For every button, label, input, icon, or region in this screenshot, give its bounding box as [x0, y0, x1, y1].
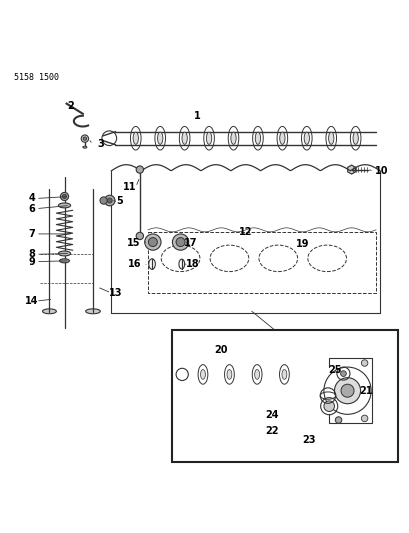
- Circle shape: [100, 197, 107, 204]
- Text: 8: 8: [28, 249, 35, 259]
- Text: 9: 9: [29, 256, 35, 266]
- Text: 16: 16: [128, 260, 142, 270]
- Circle shape: [83, 137, 86, 140]
- Text: 12: 12: [238, 227, 252, 237]
- Circle shape: [323, 401, 334, 411]
- Circle shape: [172, 234, 188, 250]
- Circle shape: [340, 371, 346, 376]
- Ellipse shape: [230, 132, 236, 144]
- Circle shape: [360, 415, 367, 422]
- Circle shape: [360, 360, 367, 366]
- Circle shape: [335, 417, 341, 423]
- Text: 15: 15: [127, 238, 140, 248]
- Polygon shape: [347, 165, 355, 174]
- Ellipse shape: [83, 146, 87, 148]
- Circle shape: [62, 195, 66, 198]
- Text: 17: 17: [184, 238, 197, 248]
- Text: 1: 1: [193, 111, 200, 121]
- Text: 6: 6: [29, 204, 35, 214]
- Circle shape: [148, 238, 157, 247]
- Text: 4: 4: [29, 193, 35, 204]
- Ellipse shape: [254, 369, 259, 379]
- Circle shape: [60, 192, 68, 200]
- Ellipse shape: [281, 369, 286, 379]
- Text: 13: 13: [108, 288, 122, 298]
- Ellipse shape: [58, 251, 70, 256]
- Ellipse shape: [133, 132, 138, 144]
- Text: 23: 23: [301, 434, 315, 445]
- Circle shape: [136, 232, 143, 240]
- Ellipse shape: [328, 132, 333, 144]
- Text: 10: 10: [375, 166, 388, 176]
- Text: 20: 20: [214, 345, 227, 355]
- Ellipse shape: [43, 309, 56, 314]
- Text: 25: 25: [328, 365, 341, 375]
- Text: 14: 14: [25, 296, 38, 306]
- Circle shape: [340, 384, 353, 397]
- Ellipse shape: [227, 369, 231, 379]
- Circle shape: [136, 166, 143, 173]
- Text: 19: 19: [295, 239, 309, 249]
- Ellipse shape: [352, 132, 357, 144]
- Text: 22: 22: [265, 426, 278, 437]
- Text: 3: 3: [97, 139, 104, 149]
- Text: 21: 21: [358, 386, 372, 395]
- Text: 7: 7: [29, 229, 35, 239]
- Bar: [172, 329, 398, 462]
- Ellipse shape: [279, 132, 284, 144]
- Text: 18: 18: [186, 260, 199, 270]
- Circle shape: [107, 198, 112, 203]
- Ellipse shape: [58, 203, 70, 208]
- Circle shape: [175, 238, 184, 247]
- Ellipse shape: [303, 132, 309, 144]
- Ellipse shape: [206, 132, 211, 144]
- Circle shape: [81, 135, 88, 142]
- Circle shape: [104, 195, 115, 206]
- Ellipse shape: [182, 132, 187, 144]
- Circle shape: [334, 378, 360, 403]
- Text: 11: 11: [123, 182, 136, 192]
- Text: 2: 2: [67, 101, 74, 111]
- Circle shape: [144, 234, 161, 250]
- Ellipse shape: [200, 369, 205, 379]
- Ellipse shape: [157, 132, 162, 144]
- Text: 5: 5: [116, 196, 123, 206]
- Text: 24: 24: [265, 410, 278, 420]
- Ellipse shape: [255, 132, 260, 144]
- Ellipse shape: [85, 309, 100, 314]
- Text: 5158 1500: 5158 1500: [13, 73, 58, 82]
- Ellipse shape: [59, 259, 69, 263]
